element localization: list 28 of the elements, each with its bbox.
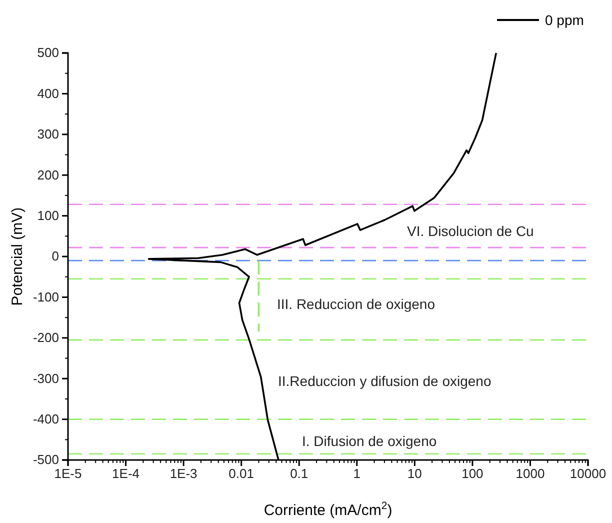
x-tick-label: 10 (407, 466, 422, 482)
annotation: II.Reduccion y difusion de oxigeno (278, 372, 492, 389)
x-tick-label: 10000 (570, 466, 606, 482)
y-tick-label: 100 (37, 208, 59, 223)
y-axis-title: Potencial (mV) (9, 207, 26, 306)
x-tick-label: 1 (353, 466, 361, 482)
x-tick-label: 1000 (516, 466, 545, 482)
annotation: VI. Disolucion de Cu (407, 222, 534, 239)
x-tick-label: 1E-3 (170, 466, 198, 482)
y-tick-label: 400 (37, 86, 59, 101)
annotation: III. Reduccion de oxigeno (277, 296, 436, 312)
y-tick-label: -200 (32, 330, 59, 346)
annotation: I. Difusion de oxigeno (302, 432, 437, 449)
y-tick-label: 500 (37, 45, 59, 60)
x-tick-label: 1E-5 (54, 466, 82, 482)
x-tick-label: 0.01 (228, 466, 254, 482)
y-tick-label: -400 (32, 411, 59, 426)
x-tick-label: 0.1 (290, 466, 308, 482)
y-tick-label: -100 (32, 289, 59, 304)
x-tick-label: 100 (462, 466, 484, 482)
y-tick-label: -300 (32, 370, 59, 386)
x-axis-title: Corriente (mA/cm$^{2}$) (264, 500, 392, 519)
y-tick-label: 200 (37, 167, 59, 182)
x-tick-label: 1E-4 (112, 466, 140, 482)
y-tick-label: -500 (32, 452, 59, 468)
y-tick-label: 0 (52, 248, 59, 264)
legend-label: 0 ppm (545, 12, 584, 28)
y-tick-label: 300 (37, 126, 59, 142)
